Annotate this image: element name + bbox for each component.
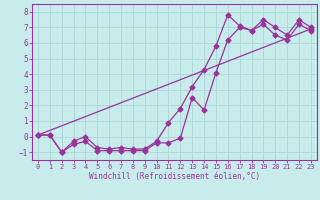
- X-axis label: Windchill (Refroidissement éolien,°C): Windchill (Refroidissement éolien,°C): [89, 172, 260, 181]
